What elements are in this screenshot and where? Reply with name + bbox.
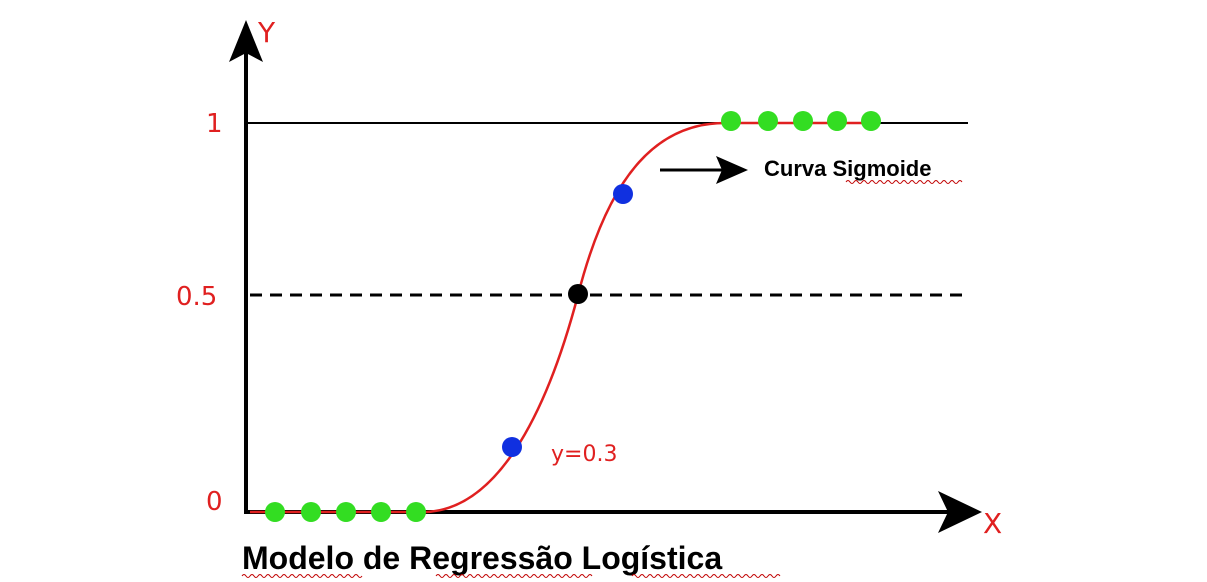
- class-1-points: [721, 111, 881, 131]
- class-0-point: [301, 502, 321, 522]
- y-tick-label-0: 0: [206, 487, 223, 517]
- y-axis-arrowhead: [229, 20, 263, 62]
- sample-point-high: [613, 184, 633, 204]
- curve-label-arrow-head: [716, 156, 748, 184]
- point-annotation: y=0.3: [551, 442, 617, 467]
- sample-point-low: [502, 437, 522, 457]
- title-spellcheck-underlines: [241, 574, 781, 578]
- y-tick-label-1: 1: [206, 109, 223, 139]
- x-axis-arrowhead: [938, 491, 982, 533]
- class-1-point: [861, 111, 881, 131]
- class-1-point: [793, 111, 813, 131]
- class-0-point: [406, 502, 426, 522]
- curve-label: Curva Sigmoide: [764, 156, 931, 181]
- threshold-point: [568, 284, 588, 304]
- x-axis-label: X: [983, 507, 1002, 540]
- y-tick-label-0-5: 0.5: [176, 282, 217, 312]
- class-1-point: [827, 111, 847, 131]
- class-0-points: [265, 502, 426, 522]
- y-axis-label: Y: [257, 16, 276, 49]
- class-0-point: [336, 502, 356, 522]
- class-1-point: [758, 111, 778, 131]
- class-0-point: [265, 502, 285, 522]
- class-1-point: [721, 111, 741, 131]
- curve-label-spellcheck-underline: [845, 180, 963, 184]
- class-0-point: [371, 502, 391, 522]
- diagram-title: Modelo de Regressão Logística: [242, 540, 722, 576]
